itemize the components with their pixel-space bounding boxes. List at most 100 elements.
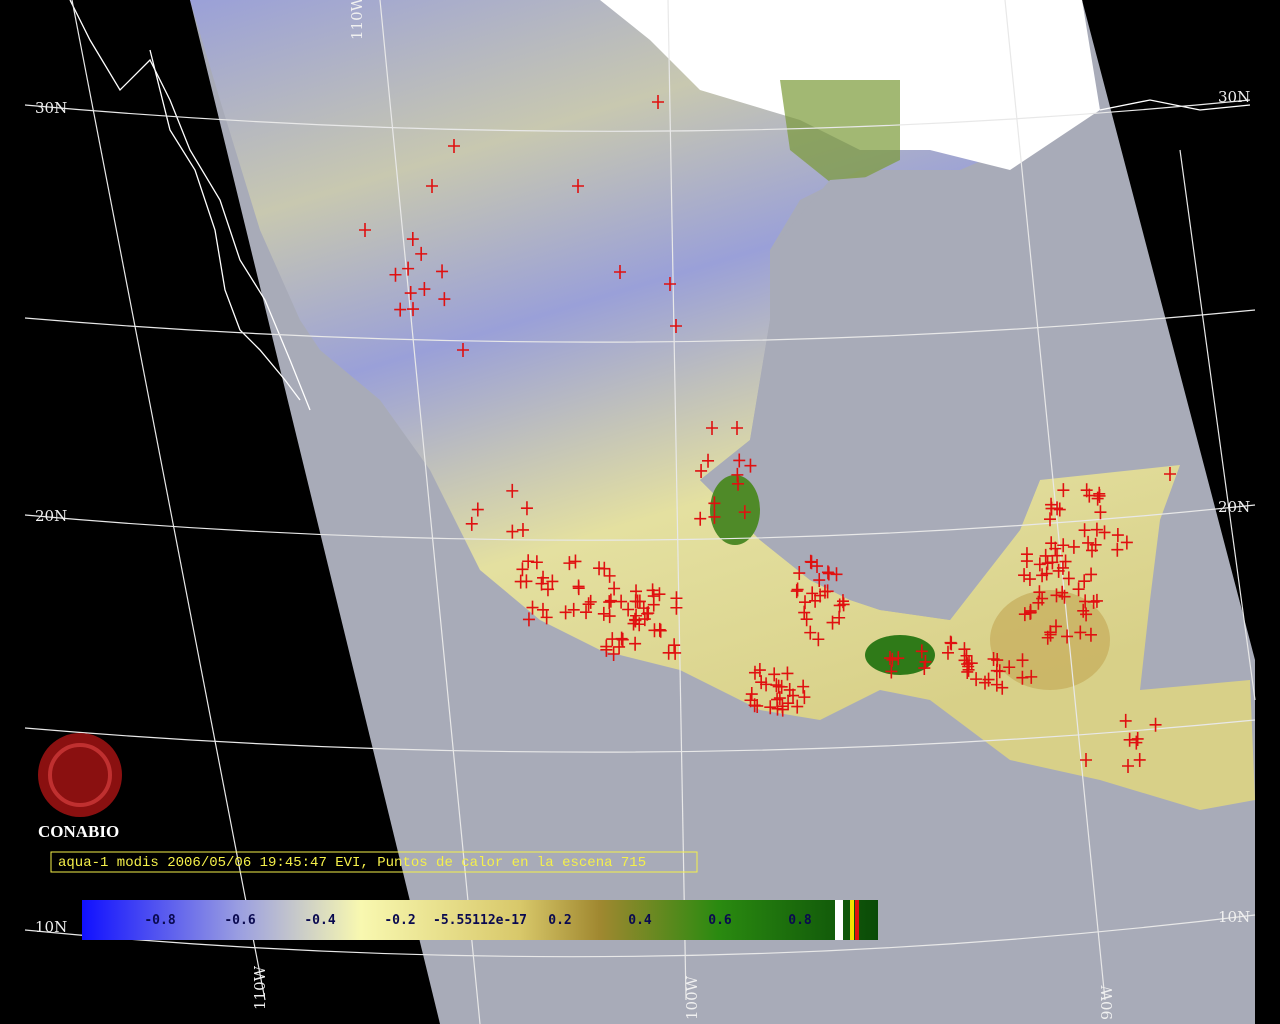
logo-emblem — [48, 743, 112, 807]
hot-spot — [1041, 556, 1054, 571]
colorbar-swatch — [855, 900, 859, 940]
hot-spot — [616, 632, 629, 647]
hot-spot — [664, 277, 676, 291]
hot-spot — [614, 265, 626, 279]
hot-spot — [572, 179, 584, 193]
hot-spot — [1049, 541, 1062, 556]
colorbar-label: -0.4 — [304, 913, 335, 928]
hot-spot — [1080, 607, 1093, 622]
colorbar-label: -0.2 — [384, 913, 415, 928]
hot-spot — [629, 636, 642, 651]
hot-spot — [791, 582, 804, 597]
hot-spot — [744, 458, 757, 473]
hot-spot — [1072, 582, 1085, 597]
hot-spot — [731, 421, 743, 435]
meridian — [379, 0, 481, 1024]
lon-label: 100W — [683, 975, 701, 1020]
hot-spot — [884, 651, 897, 666]
hot-spot — [1119, 713, 1132, 728]
hot-spot — [394, 302, 407, 317]
meridian — [1004, 0, 1106, 1001]
hot-spot — [830, 567, 843, 582]
hot-spot — [1057, 483, 1070, 498]
hot-spot — [1045, 497, 1058, 512]
hot-spot — [798, 605, 811, 620]
hot-spot — [516, 522, 529, 537]
hot-spot — [526, 600, 539, 615]
hot-spot — [541, 582, 554, 597]
hot-spot — [607, 646, 620, 661]
colorbar-label: -0.8 — [144, 913, 175, 928]
caption: aqua-1 modis 2006/05/06 19:45:47 EVI, Pu… — [58, 855, 646, 871]
lat-label: 10N — [1218, 908, 1250, 926]
hot-spot — [448, 139, 460, 153]
hot-spot — [1130, 735, 1143, 750]
meridian — [667, 0, 687, 1001]
hot-spot — [404, 286, 417, 301]
parallel — [24, 309, 1256, 343]
hot-spot — [764, 700, 777, 715]
hot-spot — [833, 610, 846, 625]
hot-spot — [652, 95, 664, 109]
hot-spot — [1085, 567, 1098, 582]
lat-label: 30N — [1218, 88, 1250, 106]
hot-spot — [812, 632, 825, 647]
hot-spot — [572, 581, 585, 596]
coastline — [1099, 99, 1251, 111]
hot-spot — [1090, 593, 1103, 608]
hot-spot — [584, 594, 597, 609]
lon-label: 90W — [1098, 985, 1116, 1020]
hot-spot — [960, 648, 973, 663]
hot-spot — [1074, 625, 1087, 640]
hot-spot — [885, 664, 898, 679]
hot-spot — [748, 665, 761, 680]
colorbar-swatch — [850, 900, 854, 940]
meridian — [71, 0, 266, 1001]
parallel — [24, 914, 1256, 958]
hot-spot — [760, 677, 773, 692]
hot-spot — [970, 672, 983, 687]
hot-spot — [457, 343, 469, 357]
hot-spot — [1094, 505, 1107, 520]
lat-label: 20N — [35, 507, 67, 525]
lon-label: 110W — [251, 965, 269, 1010]
colorbar-label: 0.2 — [548, 913, 571, 928]
hot-spot — [402, 261, 415, 276]
hot-spot — [1067, 539, 1080, 554]
hot-spot — [580, 605, 593, 620]
hot-spot — [1078, 574, 1091, 589]
hot-spot — [833, 598, 846, 613]
hot-spot — [770, 678, 783, 693]
hot-spot — [775, 679, 788, 694]
land — [190, 0, 1255, 810]
hot-spot — [647, 597, 660, 612]
hot-spot — [615, 594, 628, 609]
hot-spot — [627, 616, 640, 631]
hot-spot — [694, 511, 707, 526]
logo-text: CONABIO — [38, 822, 119, 841]
hot-spot — [768, 667, 781, 682]
hot-spot — [996, 680, 1009, 695]
lat-label: 20N — [1218, 498, 1250, 516]
hot-spot — [708, 509, 721, 524]
hot-spot — [790, 584, 803, 599]
hot-spot — [1123, 732, 1136, 747]
coastline — [69, 0, 311, 411]
hot-spot — [522, 554, 535, 569]
hot-spot — [1122, 759, 1134, 773]
gulf-of-mexico — [700, 170, 1040, 620]
hot-spot — [1044, 512, 1057, 527]
hot-spot — [1078, 523, 1091, 538]
hot-spot — [359, 223, 371, 237]
hot-spot — [1164, 467, 1176, 481]
hot-spot — [471, 502, 484, 517]
colorbar: -0.8 -0.6 -0.4 -0.2 -5.55112e-17 0.2 0.4 0.6 0.8 — [82, 900, 878, 940]
hot-spot — [1080, 483, 1093, 498]
hot-spot — [567, 602, 580, 617]
hot-spot — [753, 663, 766, 678]
hot-spot — [631, 594, 644, 609]
hot-spot — [755, 675, 768, 690]
hot-spot — [1016, 653, 1029, 668]
hot-spot — [1020, 547, 1033, 562]
meridian — [1179, 149, 1256, 701]
